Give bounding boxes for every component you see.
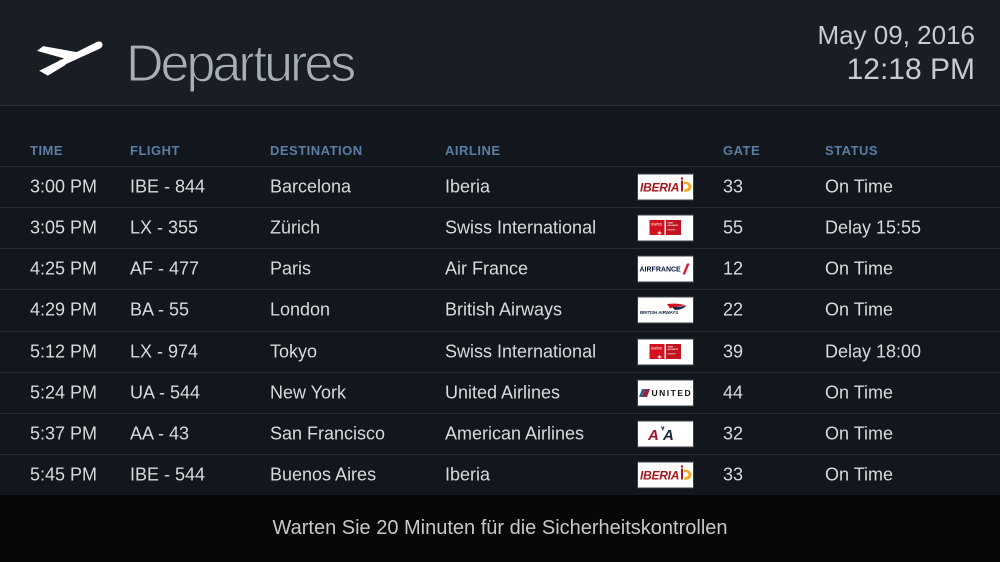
svg-text:IBERIA: IBERIA — [640, 181, 679, 195]
svg-text:AIRFRANCE: AIRFRANCE — [640, 267, 682, 274]
svg-text:swiss: swiss — [651, 345, 663, 350]
svg-text:IBERIA: IBERIA — [640, 468, 679, 482]
svg-text:A: A — [662, 427, 674, 444]
svg-text:UNITED: UNITED — [652, 388, 693, 398]
svg-text:A: A — [647, 427, 659, 444]
svg-text:MEMBER: MEMBER — [668, 353, 677, 355]
svg-text:MEMBER: MEMBER — [668, 230, 677, 232]
svg-text:BRITISH AIRWAYS: BRITISH AIRWAYS — [640, 310, 678, 315]
svg-text:swiss: swiss — [651, 222, 663, 227]
